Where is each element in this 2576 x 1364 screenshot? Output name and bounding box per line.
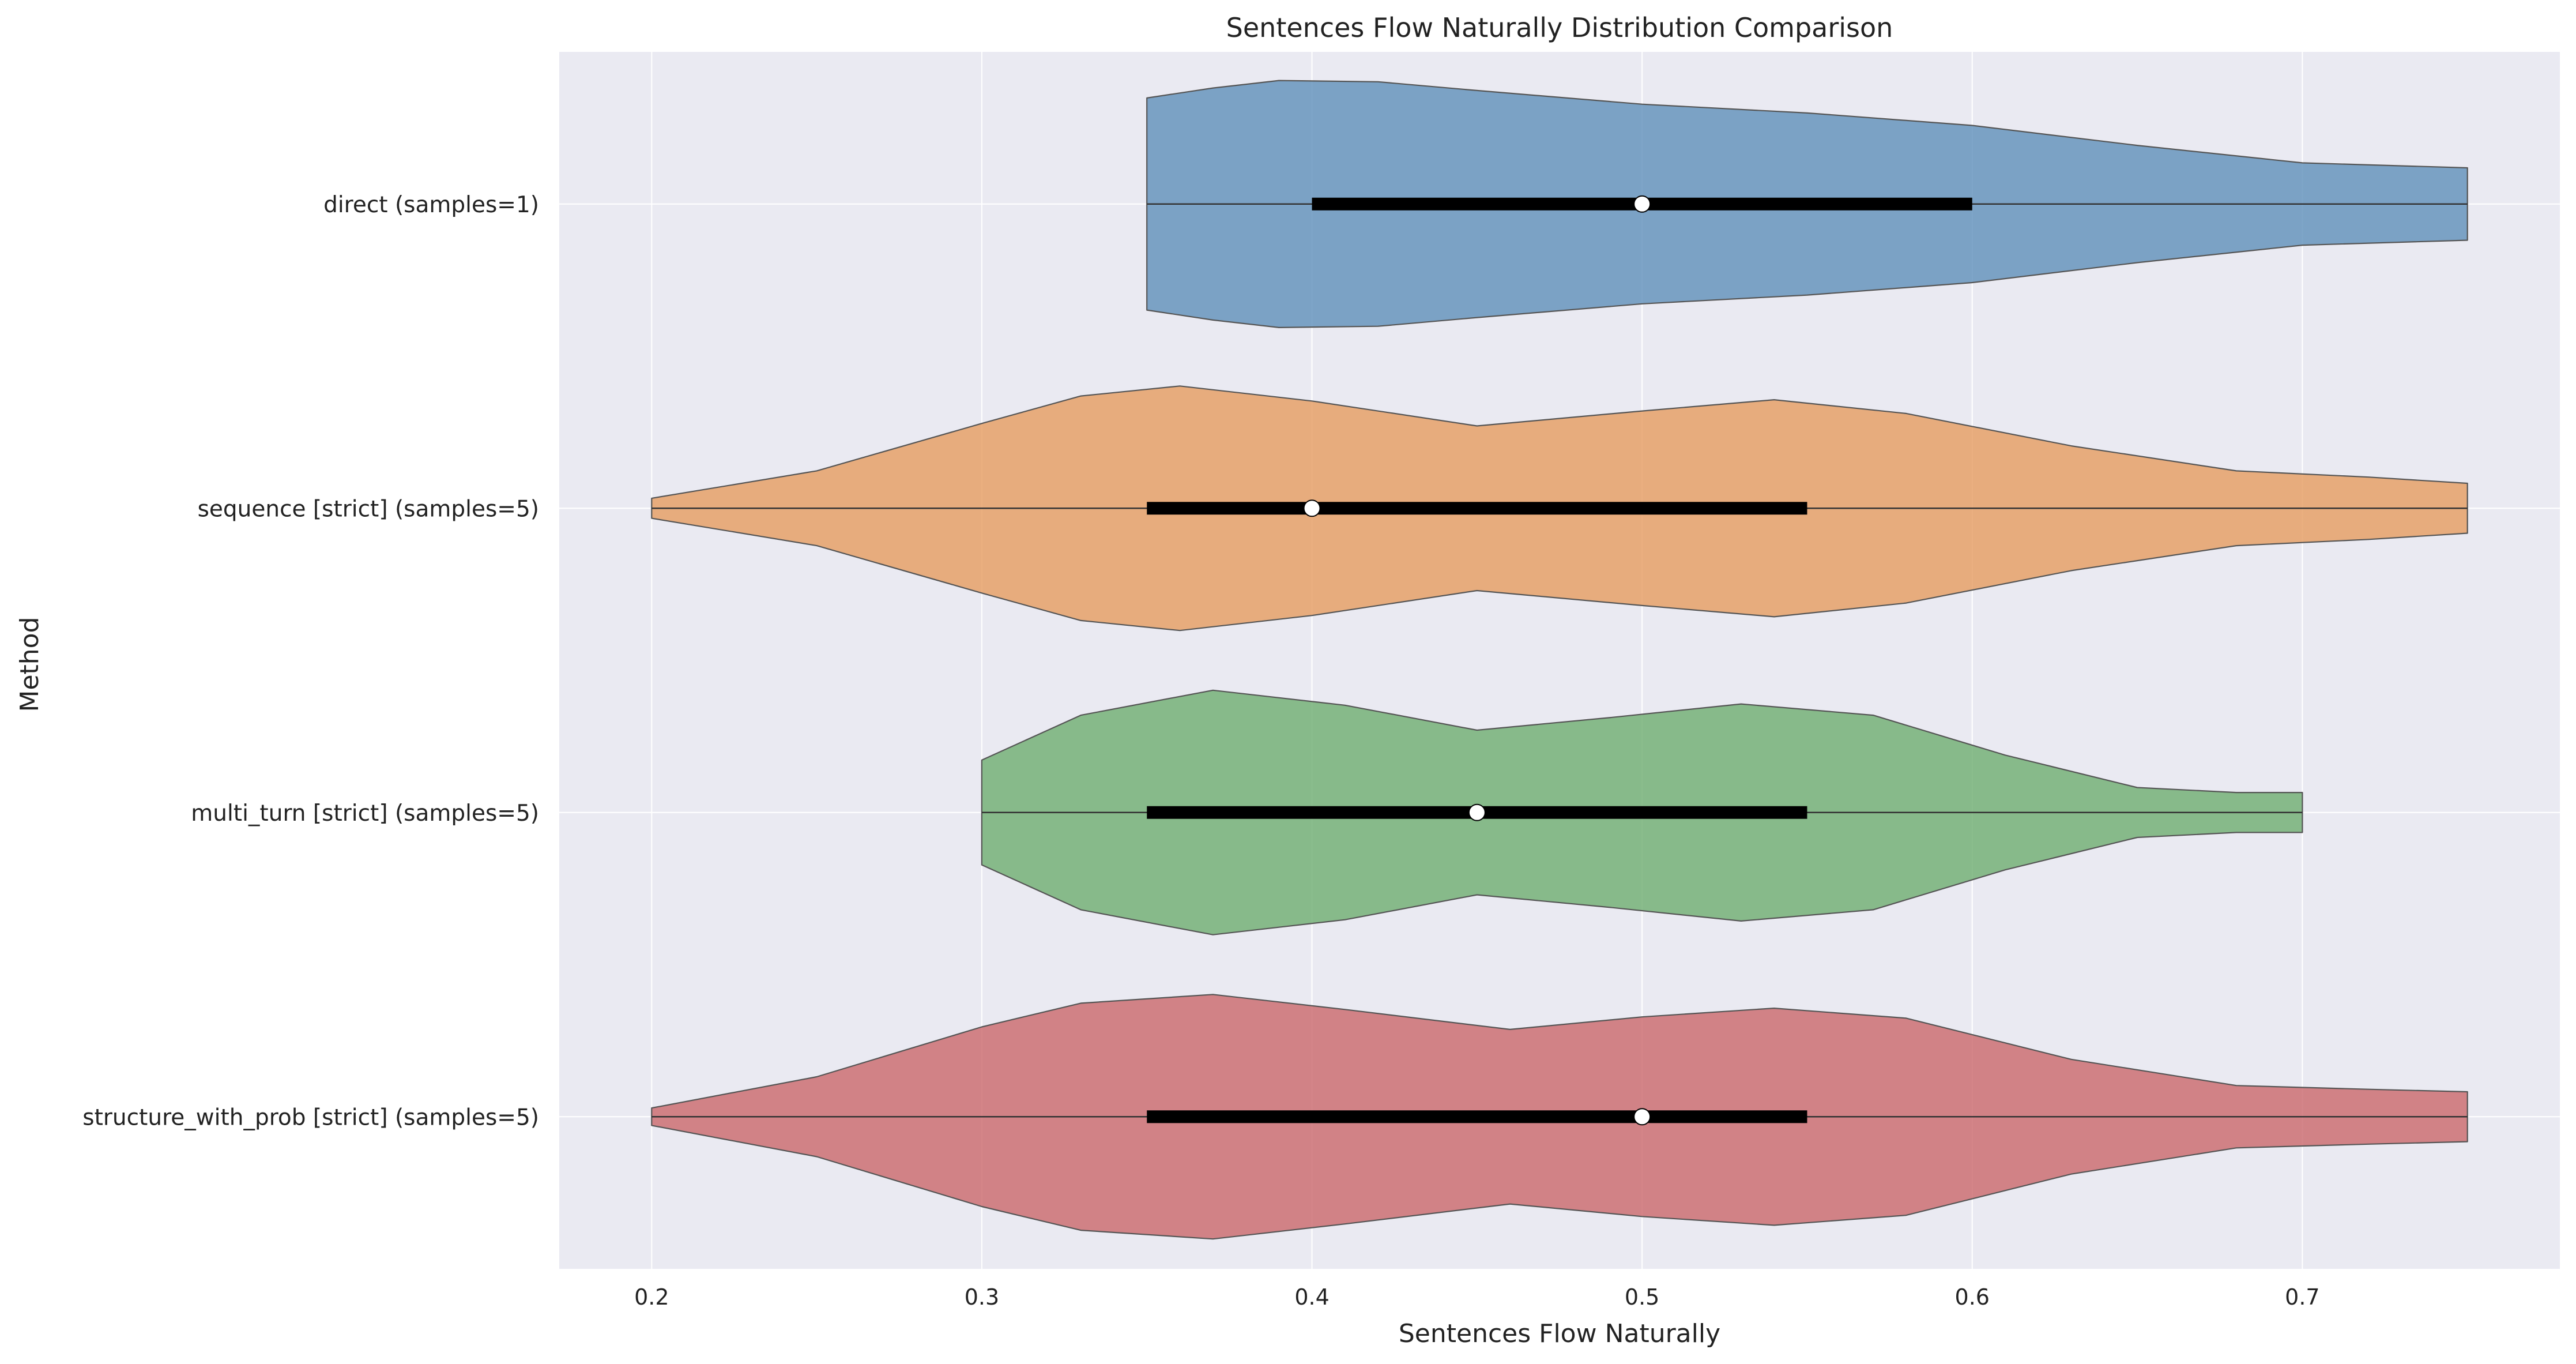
y-axis-label: Method (15, 617, 44, 712)
violin-median-dot (1303, 499, 1321, 517)
x-tick-label: 0.4 (1294, 1284, 1329, 1310)
x-tick-label: 0.7 (2285, 1284, 2319, 1310)
x-axis-label: Sentences Flow Naturally (1399, 1319, 1720, 1348)
category-label: sequence [strict] (samples=5) (198, 496, 539, 522)
category-labels: direct (samples=1) sequence [strict] (sam… (82, 192, 539, 1131)
category-label: structure_with_prob [strict] (samples=5) (82, 1104, 539, 1130)
category-label: multi_turn [strict] (samples=5) (191, 801, 539, 826)
chart-title: Sentences Flow Naturally Distribution Co… (1226, 12, 1893, 43)
violin-median-dot (1468, 803, 1486, 821)
x-ticks: 0.2 0.3 0.4 0.5 0.6 0.7 (634, 1284, 2319, 1310)
violins (651, 80, 2468, 1240)
x-tick-label: 0.2 (634, 1284, 669, 1310)
violin-median-dot (1633, 195, 1651, 213)
x-tick-label: 0.5 (1625, 1284, 1659, 1310)
x-tick-label: 0.3 (965, 1284, 999, 1310)
x-tick-label: 0.6 (1955, 1284, 1990, 1310)
violin-median-dot (1633, 1108, 1651, 1126)
category-label: direct (samples=1) (323, 192, 539, 218)
